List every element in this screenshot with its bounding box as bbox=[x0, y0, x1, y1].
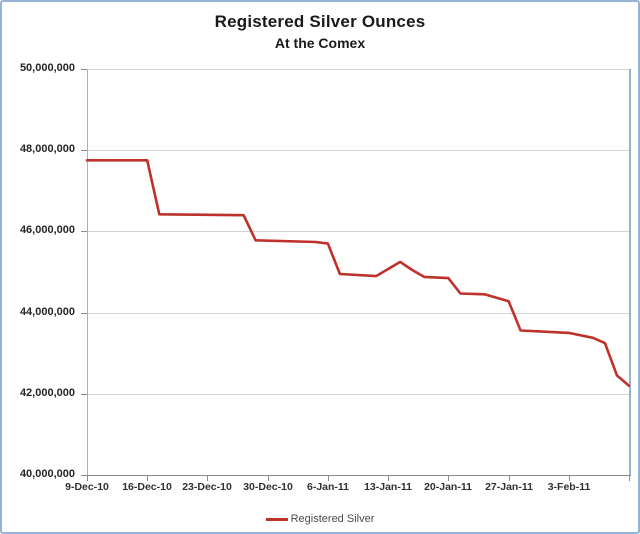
gridline bbox=[87, 394, 629, 395]
legend: Registered Silver bbox=[2, 511, 638, 527]
x-axis-tick-label: 9-Dec-10 bbox=[65, 481, 109, 493]
axis-tick-mark bbox=[509, 476, 510, 481]
axis-tick-mark bbox=[448, 476, 449, 481]
registered-silver-line bbox=[85, 159, 631, 387]
axis-tick-mark bbox=[81, 475, 87, 476]
axis-tick-mark bbox=[81, 150, 87, 151]
axis-tick-mark bbox=[147, 476, 148, 481]
x-axis-tick-label: 20-Jan-11 bbox=[424, 481, 472, 493]
axis-tick-mark bbox=[81, 231, 87, 232]
x-axis-tick-label: 13-Jan-11 bbox=[364, 481, 412, 493]
x-axis-tick-label: 23-Dec-10 bbox=[182, 481, 232, 493]
x-axis-tick-label: 27-Jan-11 bbox=[485, 481, 533, 493]
axis-tick-mark bbox=[629, 476, 630, 481]
y-axis-tick-label: 48,000,000 bbox=[19, 143, 75, 155]
y-axis-tick-label: 46,000,000 bbox=[19, 224, 75, 236]
axis-tick-mark bbox=[328, 476, 329, 481]
gridline bbox=[87, 313, 629, 314]
x-axis-tick-label: 30-Dec-10 bbox=[243, 481, 293, 493]
x-axis-tick-label: 6-Jan-11 bbox=[306, 481, 350, 493]
axis-tick-mark bbox=[81, 69, 87, 70]
y-axis-tick-label: 42,000,000 bbox=[19, 387, 75, 399]
chart-title: Registered Silver Ounces bbox=[214, 12, 426, 31]
y-axis-tick-label: 40,000,000 bbox=[19, 468, 75, 480]
x-axis-tick-label: 16-Dec-10 bbox=[122, 481, 172, 493]
legend-label: Registered Silver bbox=[290, 513, 375, 525]
axis-tick-mark bbox=[81, 313, 87, 314]
x-axis-tick-label: 3-Feb-11 bbox=[547, 481, 591, 493]
axis-tick-mark bbox=[388, 476, 389, 481]
gridline bbox=[87, 231, 629, 232]
axis-tick-mark bbox=[87, 476, 88, 481]
x-axis-line bbox=[87, 475, 631, 476]
axis-tick-mark bbox=[81, 394, 87, 395]
legend-line-swatch bbox=[265, 517, 288, 521]
y-axis-tick-label: 50,000,000 bbox=[19, 62, 75, 74]
plot-right-border bbox=[629, 69, 631, 475]
axis-tick-mark bbox=[207, 476, 208, 481]
gridline bbox=[87, 69, 629, 70]
chart-subtitle: At the Comex bbox=[274, 35, 366, 51]
gridline bbox=[87, 150, 629, 151]
axis-tick-mark bbox=[569, 476, 570, 481]
axis-tick-mark bbox=[268, 476, 269, 481]
y-axis-line bbox=[87, 69, 88, 475]
y-axis-tick-label: 44,000,000 bbox=[19, 306, 75, 318]
